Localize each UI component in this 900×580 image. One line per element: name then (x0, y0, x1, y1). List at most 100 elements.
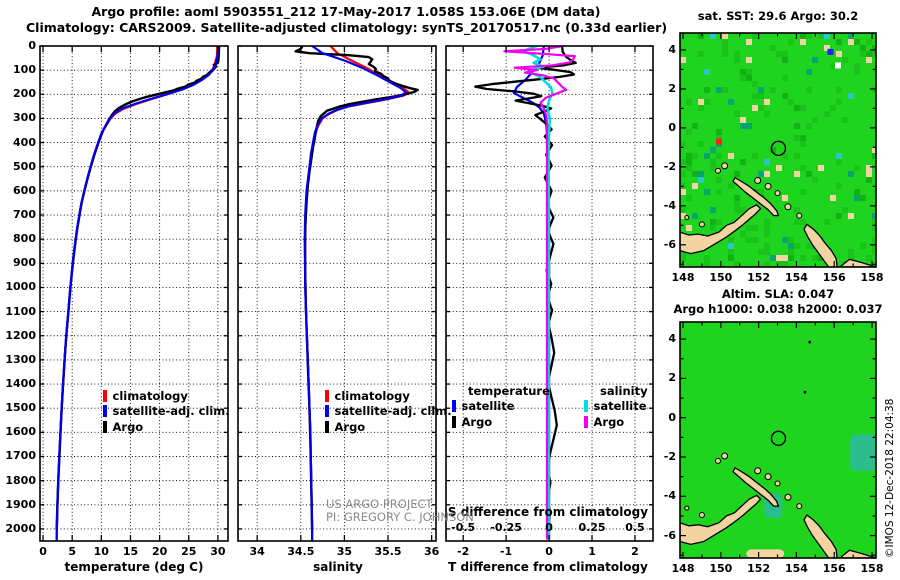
sst-pixel (746, 75, 752, 81)
temperature-axis-label: temperature (deg C) (64, 560, 204, 574)
x-tick-label: 30 (210, 545, 226, 558)
x-tick-label: 15 (122, 545, 139, 558)
project-credit: US ARGO PROJECT PI: GREGORY C. JOHNSON (326, 498, 474, 524)
float-position-marker (770, 430, 787, 447)
sst-pixel (704, 69, 710, 75)
sst-pixel (764, 261, 770, 267)
s-tick-label: 0 (545, 521, 553, 534)
legend-item-label: satellite (461, 399, 515, 414)
sst-pixel (704, 189, 710, 195)
land-polygon (803, 514, 838, 558)
islet (774, 480, 781, 487)
sst-pixel (764, 243, 770, 249)
sst-pixel (842, 57, 848, 63)
sst-pixel (848, 93, 854, 99)
figure-title-line2: Climatology: CARS2009. Satellite-adjuste… (26, 20, 668, 35)
depth-tick-label: 400 (13, 135, 36, 149)
sst-pixel (722, 87, 728, 93)
sst-pixel (872, 87, 876, 93)
series-satellite-adj-clim- (55, 46, 220, 541)
sst-pixel (722, 39, 728, 45)
depth-tick-label: 500 (13, 159, 36, 173)
sst-pixel (836, 183, 842, 189)
islet (784, 203, 792, 211)
depth-tick-label: 1400 (5, 377, 36, 391)
sst-pixel (848, 249, 854, 255)
land-polygon (839, 258, 876, 267)
series-climatology (55, 46, 219, 541)
sst-pixel (824, 45, 830, 51)
sst-pixel (794, 171, 800, 177)
depth-tick-label: 1800 (5, 473, 36, 487)
sst-anomaly-pixel (827, 48, 834, 55)
sst-pixel (704, 99, 710, 105)
sla-map-title-line1: Altim. SLA: 0.047 (721, 287, 835, 301)
lat-tick-label: -2 (663, 449, 676, 463)
sst-pixel (794, 123, 800, 129)
legend-item: climatology (103, 388, 230, 404)
sst-pixel (872, 225, 876, 231)
sst-pixel (698, 51, 704, 57)
sst-pixel (872, 147, 876, 153)
x-tick-label: -2 (457, 545, 470, 558)
sst-pixel (740, 117, 746, 123)
sst-pixel (794, 207, 800, 213)
sst-pixel (728, 183, 734, 189)
sst-pixel (836, 213, 842, 219)
sst-pixel (710, 207, 716, 213)
sst-pixel (728, 249, 734, 255)
sst-pixel (758, 249, 764, 255)
depth-tick-label: 100 (13, 63, 36, 77)
legend-item-label: satellite-adj. clim. (112, 404, 230, 419)
x-tick-label: 0 (39, 545, 47, 558)
sst-pixel (752, 81, 758, 87)
sst-pixel (788, 39, 794, 45)
sst-pixel (710, 33, 716, 39)
sst-pixel (788, 99, 794, 105)
sst-pixel (764, 159, 770, 165)
sst-pixel (770, 45, 776, 51)
sst-pixel (794, 105, 800, 111)
axes-border (237, 45, 437, 542)
sst-pixel (812, 117, 818, 123)
sea-background (680, 33, 876, 267)
project-credit-line2: PI: GREGORY C. JOHNSON (326, 510, 474, 524)
sst-pixel (800, 141, 806, 147)
sst-pixel (716, 129, 722, 135)
sst-pixel (800, 135, 806, 141)
lon-tick-label: 156 (822, 271, 846, 284)
legend-line-sample (103, 389, 107, 402)
legend-item-label: climatology (334, 388, 410, 403)
lat-tick-label: 0 (668, 410, 676, 424)
sst-pixel (782, 195, 788, 201)
lon-tick-label: 154 (784, 562, 808, 575)
sla-map (679, 321, 877, 559)
legend-item: Argo (325, 419, 452, 435)
legend-item-label: Argo (112, 419, 144, 434)
sst-pixel (770, 147, 776, 153)
islet (684, 215, 690, 221)
sst-pixel (740, 75, 746, 81)
sst-pixel (680, 159, 686, 165)
depth-tick-label: 700 (13, 208, 36, 222)
sst-pixel (710, 225, 716, 231)
sst-pixel (752, 225, 758, 231)
x-tick-label: 1 (588, 545, 596, 558)
sst-pixel (836, 99, 842, 105)
series-satellite-adj-clim- (303, 46, 407, 541)
sst-pixel (830, 63, 836, 69)
series-t-satellite (512, 46, 551, 540)
sst-pixel (866, 255, 872, 261)
sst-pixel (794, 243, 800, 249)
sst-pixel (686, 159, 692, 165)
lat-tick-label: -4 (663, 198, 676, 212)
legend-line-sample (325, 405, 329, 418)
sst-pixel (704, 261, 710, 267)
sst-pixel (854, 39, 860, 45)
sst-pixel (848, 33, 854, 39)
sst-pixel (776, 51, 782, 57)
sst-pixel (680, 171, 686, 177)
sst-pixel (686, 153, 692, 159)
legend-item-label: satellite-adj. clim. (334, 404, 452, 419)
